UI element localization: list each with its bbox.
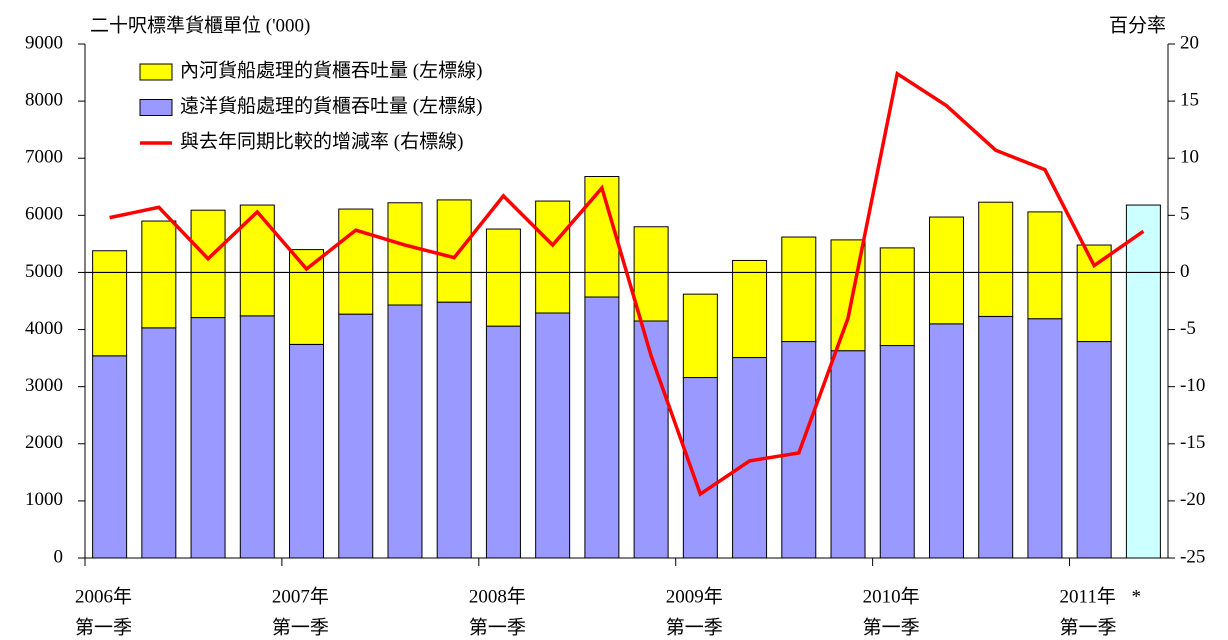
legend-label: 遠洋貨船處理的貨櫃吞吐量 (左標線) [180,95,482,117]
legend-swatch [139,99,173,116]
x-tick-label: 2008年 [469,585,526,607]
bar [879,345,915,559]
legend-label: 內河貨船處理的貨櫃吞吐量 (左標線) [180,59,482,81]
bar [682,293,718,379]
x-tick-label: 2009年 [666,585,723,607]
bar [781,236,817,343]
bar [879,247,915,347]
y2-tick-label: 10 [1180,147,1199,168]
bar [928,216,964,325]
x-tick-label: 第一季 [863,616,920,638]
y-tick-label: 7000 [25,147,63,168]
bar [1027,318,1063,559]
y-tick-label: 8000 [25,89,63,110]
bar [92,355,128,559]
y2-tick-label: -10 [1180,375,1205,396]
bar [535,200,571,314]
bar [485,228,521,327]
bar [190,317,226,559]
x-tick-label: 第一季 [272,616,329,638]
y-tick-label: 9000 [25,32,63,53]
bar [584,296,620,559]
bar [289,249,325,345]
bar [633,226,669,322]
y2-tick-label: -5 [1180,318,1196,339]
y2-tick-label: -25 [1180,546,1205,567]
bar [338,208,374,315]
y2-tick-label: 5 [1180,204,1190,225]
bar [387,304,423,559]
x-tick-label: 2011年 [1060,585,1116,607]
bar [190,209,226,319]
bar [682,377,718,559]
growth-line [109,70,1145,497]
bar [928,323,964,559]
bar [830,350,866,559]
bar [387,202,423,306]
bar [1027,211,1063,320]
x-tick-label: 第一季 [75,616,132,638]
y2-tick-label: -20 [1180,489,1205,510]
bar [978,315,1014,559]
y-tick-label: 6000 [25,204,63,225]
x-tick-label: 2007年 [272,585,329,607]
y-tick-label: 2000 [25,432,63,453]
bar [732,259,768,359]
legend-swatch [139,63,173,81]
bar [978,201,1014,317]
bar [338,313,374,559]
bar [436,199,472,303]
legend-label: 與去年同期比較的增減率 (右標線) [180,130,463,152]
y2-tick-label: 0 [1180,261,1190,282]
bar [584,175,620,298]
bar [141,220,177,329]
x-tick-label: 2010年 [863,585,920,607]
y2-axis-title: 百分率 [1109,14,1166,36]
x-tick-label: 2006年 [75,585,132,607]
bar [485,325,521,559]
bar [1125,204,1161,559]
bar [239,315,275,559]
y-tick-label: 0 [54,546,64,567]
bar [1076,341,1112,559]
annotation: * [1132,586,1142,607]
y2-tick-label: -15 [1180,432,1205,453]
bar [1076,244,1112,343]
y-tick-label: 5000 [25,261,63,282]
x-tick-label: 第一季 [469,616,526,638]
bar [289,343,325,559]
x-tick-label: 第一季 [1060,616,1117,638]
y2-tick-label: 15 [1180,89,1199,110]
bar [436,301,472,559]
y-tick-label: 1000 [25,489,63,510]
bar [141,327,177,559]
y-tick-label: 4000 [25,318,63,339]
bar [535,312,571,559]
bar [92,250,128,357]
y-axis-title: 二十呎標準貨櫃單位 ('000) [90,14,310,36]
y2-tick-label: 20 [1180,32,1199,53]
y-tick-label: 3000 [25,375,63,396]
x-tick-label: 第一季 [666,616,723,638]
